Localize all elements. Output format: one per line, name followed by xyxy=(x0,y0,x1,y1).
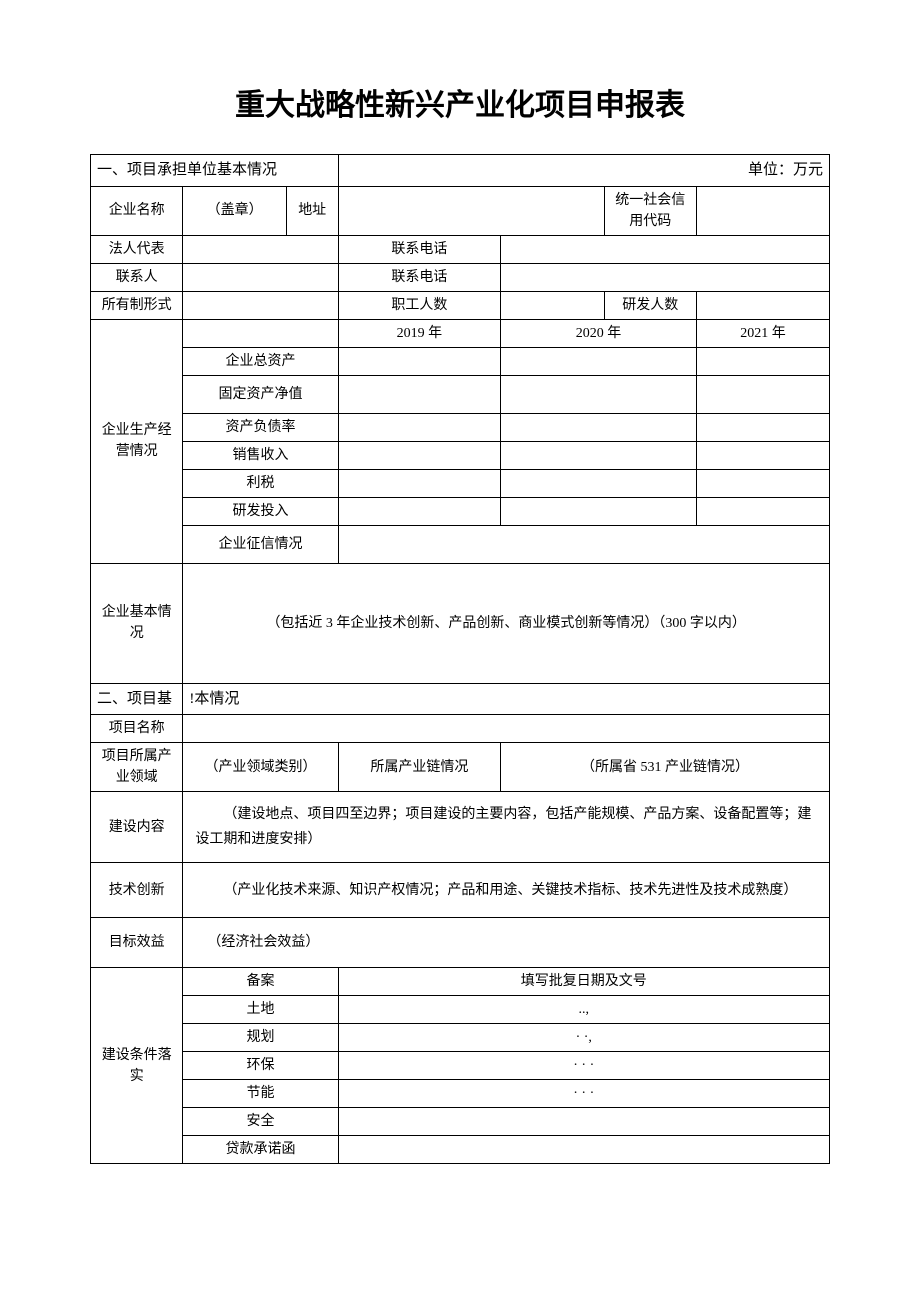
sales-2021[interactable] xyxy=(696,441,829,469)
fixed-assets-2020[interactable] xyxy=(501,375,697,413)
total-assets-2020[interactable] xyxy=(501,347,697,375)
rd-invest-2019[interactable] xyxy=(338,497,501,525)
sales-label: 销售收入 xyxy=(183,441,338,469)
year-header-blank xyxy=(183,319,338,347)
employees-label: 职工人数 xyxy=(338,291,501,319)
credit-code-value[interactable] xyxy=(696,186,829,235)
env-desc: · · · xyxy=(338,1052,829,1080)
land-label: 土地 xyxy=(183,996,338,1024)
section2-header-right: !本情况 xyxy=(183,683,830,715)
profit-tax-2020[interactable] xyxy=(501,469,697,497)
total-assets-label: 企业总资产 xyxy=(183,347,338,375)
address-label: 地址 xyxy=(286,186,338,235)
conditions-label: 建设条件落实 xyxy=(91,968,183,1164)
benefit-label: 目标效益 xyxy=(91,918,183,968)
profit-tax-label: 利税 xyxy=(183,469,338,497)
construction-desc: （建设地点、项目四至边界；项目建设的主要内容，包括产能规模、产品方案、设备配置等… xyxy=(183,792,830,863)
credit-status-value[interactable] xyxy=(338,525,829,563)
company-name-value: （盖章） xyxy=(183,186,286,235)
year-2020: 2020 年 xyxy=(501,319,697,347)
application-form-table: 一、项目承担单位基本情况 单位：万元 企业名称 （盖章） 地址 统一社会信用代码… xyxy=(90,154,830,1164)
employees-value[interactable] xyxy=(501,291,604,319)
fixed-assets-2019[interactable] xyxy=(338,375,501,413)
contact-value[interactable] xyxy=(183,263,338,291)
ownership-value[interactable] xyxy=(183,291,338,319)
section1-header-left: 一、项目承担单位基本情况 xyxy=(91,155,339,187)
project-name-value[interactable] xyxy=(183,715,830,743)
rd-invest-2020[interactable] xyxy=(501,497,697,525)
year-2019: 2019 年 xyxy=(338,319,501,347)
chain-531: （所属省 531 产业链情况） xyxy=(501,743,830,792)
construction-label: 建设内容 xyxy=(91,792,183,863)
ownership-label: 所有制形式 xyxy=(91,291,183,319)
fixed-assets-2021[interactable] xyxy=(696,375,829,413)
credit-status-label: 企业征信情况 xyxy=(183,525,338,563)
env-label: 环保 xyxy=(183,1052,338,1080)
safety-value[interactable] xyxy=(338,1108,829,1136)
tech-innovation-desc: （产业化技术来源、知识产权情况；产品和用途、关键技术指标、技术先进性及技术成熟度… xyxy=(183,863,830,918)
operations-label: 企业生产经营情况 xyxy=(91,319,183,563)
rd-staff-label: 研发人数 xyxy=(604,291,696,319)
contact-label: 联系人 xyxy=(91,263,183,291)
rd-invest-label: 研发投入 xyxy=(183,497,338,525)
energy-label: 节能 xyxy=(183,1080,338,1108)
safety-label: 安全 xyxy=(183,1108,338,1136)
chain-status-label: 所属产业链情况 xyxy=(338,743,501,792)
phone-label-1: 联系电话 xyxy=(338,235,501,263)
total-assets-2019[interactable] xyxy=(338,347,501,375)
planning-desc: · ·, xyxy=(338,1024,829,1052)
fixed-assets-label: 固定资产净值 xyxy=(183,375,338,413)
year-2021: 2021 年 xyxy=(696,319,829,347)
filing-desc: 填写批复日期及文号 xyxy=(338,968,829,996)
company-name-label: 企业名称 xyxy=(91,186,183,235)
legal-rep-value[interactable] xyxy=(183,235,338,263)
debt-ratio-2020[interactable] xyxy=(501,413,697,441)
loan-label: 贷款承诺函 xyxy=(183,1136,338,1164)
land-desc: .., xyxy=(338,996,829,1024)
phone-label-2: 联系电话 xyxy=(338,263,501,291)
debt-ratio-label: 资产负债率 xyxy=(183,413,338,441)
debt-ratio-2019[interactable] xyxy=(338,413,501,441)
filing-label: 备案 xyxy=(183,968,338,996)
profit-tax-2021[interactable] xyxy=(696,469,829,497)
sales-2020[interactable] xyxy=(501,441,697,469)
address-value[interactable] xyxy=(338,186,604,235)
project-name-label: 项目名称 xyxy=(91,715,183,743)
credit-code-label: 统一社会信用代码 xyxy=(604,186,696,235)
section2-header-left: 二、项目基 xyxy=(91,683,183,715)
debt-ratio-2021[interactable] xyxy=(696,413,829,441)
profit-tax-2019[interactable] xyxy=(338,469,501,497)
industry-field-label: 项目所属产业领域 xyxy=(91,743,183,792)
sales-2019[interactable] xyxy=(338,441,501,469)
phone-value-2[interactable] xyxy=(501,263,830,291)
section1-header-right: 单位：万元 xyxy=(338,155,829,187)
planning-label: 规划 xyxy=(183,1024,338,1052)
total-assets-2021[interactable] xyxy=(696,347,829,375)
page-title: 重大战略性新兴产业化项目申报表 xyxy=(90,80,830,124)
energy-desc: · · · xyxy=(338,1080,829,1108)
basic-info-label: 企业基本情况 xyxy=(91,563,183,683)
benefit-desc: （经济社会效益） xyxy=(183,918,830,968)
phone-value-1[interactable] xyxy=(501,235,830,263)
tech-innovation-label: 技术创新 xyxy=(91,863,183,918)
industry-category: （产业领域类别） xyxy=(183,743,338,792)
legal-rep-label: 法人代表 xyxy=(91,235,183,263)
basic-info-desc: （包括近 3 年企业技术创新、产品创新、商业模式创新等情况）（300 字以内） xyxy=(183,563,830,683)
loan-value[interactable] xyxy=(338,1136,829,1164)
rd-invest-2021[interactable] xyxy=(696,497,829,525)
rd-staff-value[interactable] xyxy=(696,291,829,319)
